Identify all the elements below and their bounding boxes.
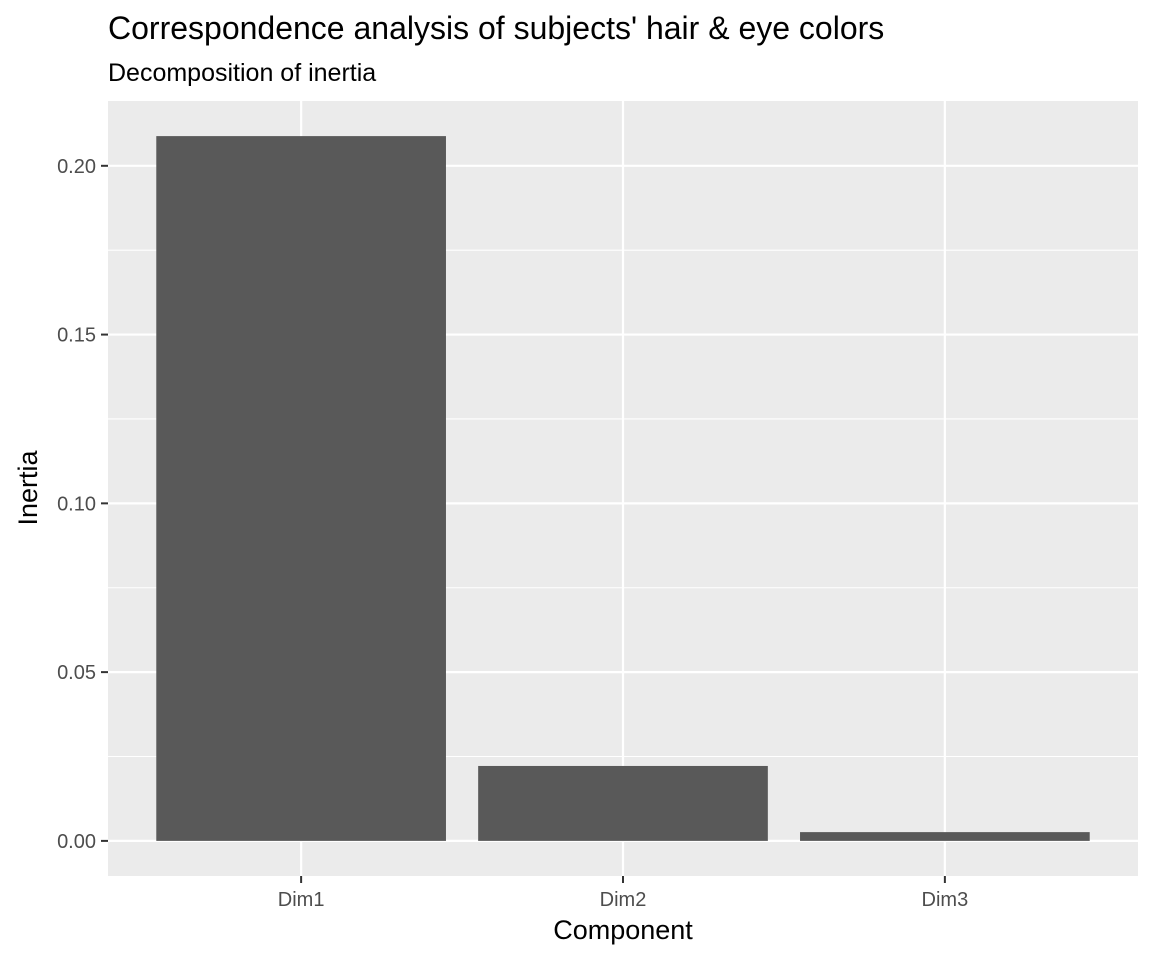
x-axis-title: Component: [553, 915, 693, 945]
x-tick-label: Dim3: [922, 889, 969, 911]
y-tick-label: 0.10: [57, 493, 96, 515]
y-axis-title: Inertia: [13, 449, 43, 525]
x-axis: Dim1 Dim2 Dim3: [278, 876, 968, 911]
bar-dim1: [156, 136, 446, 841]
y-tick-label: 0.15: [57, 325, 96, 347]
chart-title: Correspondence analysis of subjects' hai…: [108, 10, 884, 46]
bar-dim2: [478, 765, 768, 841]
bars: [156, 136, 1090, 841]
y-tick-label: 0.00: [57, 831, 96, 853]
chart-subtitle: Decomposition of inertia: [108, 59, 376, 87]
y-tick-label: 0.20: [57, 156, 96, 178]
x-tick-label: Dim1: [278, 889, 325, 911]
y-axis: 0.00 0.05 0.10 0.15 0.20: [57, 156, 108, 853]
y-tick-label: 0.05: [57, 662, 96, 684]
x-tick-label: Dim2: [600, 889, 647, 911]
bar-dim3: [800, 832, 1090, 841]
